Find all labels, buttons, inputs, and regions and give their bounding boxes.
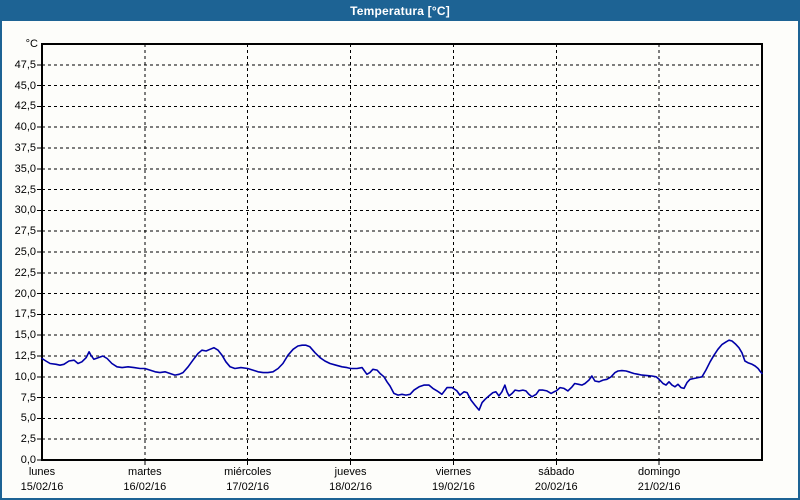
plot-border — [41, 43, 763, 461]
y-axis-tick-label: 17,5 — [14, 308, 36, 321]
y-axis-tick-label: 12,5 — [14, 350, 36, 362]
y-axis-unit-label: °C — [25, 38, 38, 50]
x-axis-date-label: 19/02/16 — [432, 481, 475, 493]
y-axis-tick-label: 47,5 — [14, 58, 36, 71]
y-axis-tick-label: 7,5 — [20, 391, 36, 404]
y-axis-tick-label: 30,0 — [14, 204, 36, 217]
x-axis-date-label: 21/02/16 — [637, 481, 681, 493]
temperature-line — [41, 339, 763, 411]
y-axis-tick-label: 37,5 — [14, 142, 36, 154]
x-axis-date-label: 17/02/16 — [226, 481, 270, 493]
x-axis-day-label: martes — [128, 466, 162, 478]
y-axis-tick-label: 20,0 — [14, 287, 36, 300]
axis-ticks — [37, 64, 660, 465]
x-axis-date-label: 18/02/16 — [329, 481, 372, 493]
y-axis-tick-label: 32,5 — [14, 183, 36, 196]
y-axis-tick-label: 25,0 — [14, 246, 36, 258]
y-axis-tick-label: 0,0 — [20, 454, 36, 466]
x-axis-day-label: miércoles — [224, 466, 272, 478]
x-axis-date-label: 20/02/16 — [534, 481, 578, 493]
x-axis-date-label: 15/02/16 — [20, 481, 64, 493]
y-axis-tick-label: 27,5 — [14, 225, 36, 238]
gridlines — [42, 44, 762, 460]
y-axis-tick-label: 22,5 — [14, 266, 36, 279]
x-axis-day-label: domingo — [638, 466, 681, 478]
y-axis-tick-label: 40,0 — [14, 121, 36, 134]
y-axis-tick-label: 42,5 — [14, 100, 36, 113]
y-axis-tick-label: 2,5 — [20, 433, 36, 446]
title-bar: Temperatura [°C] — [2, 2, 798, 21]
x-axis-day-label: sábado — [538, 466, 575, 478]
y-axis-tick-label: 45,0 — [14, 79, 36, 92]
x-axis-day-label: viernes — [435, 466, 472, 478]
y-axis-tick-label: 10,0 — [14, 370, 36, 383]
y-axis-tick-label: 35,0 — [14, 162, 36, 175]
chart-title: Temperatura [°C] — [350, 4, 450, 18]
x-axis-day-label: lunes — [28, 466, 56, 478]
y-axis-tick-label: 15,0 — [14, 329, 36, 342]
x-axis-date-label: 16/02/16 — [123, 481, 167, 493]
x-axis-day-label: jueves — [334, 466, 367, 478]
y-axis-tick-label: 5,0 — [20, 412, 36, 425]
